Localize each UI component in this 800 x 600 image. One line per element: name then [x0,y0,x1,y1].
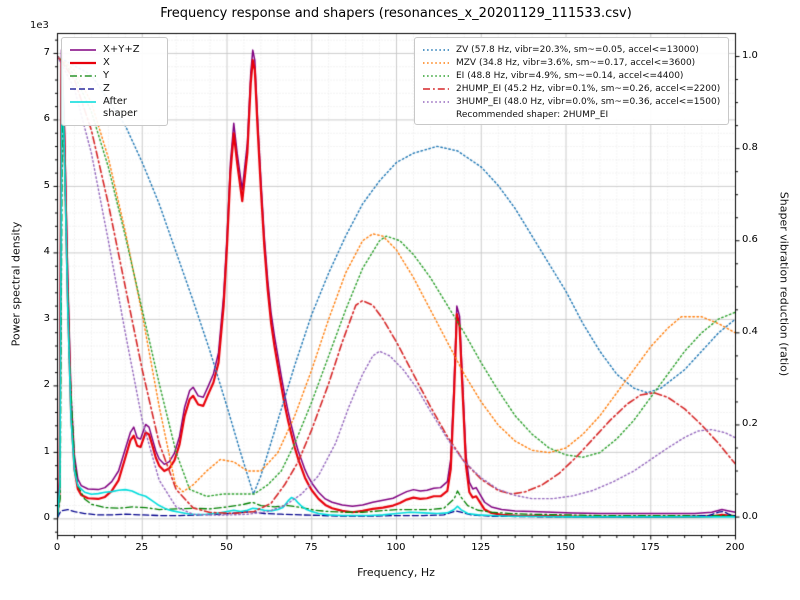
legend-shapers: ZV (57.8 Hz, vibr=20.3%, sm~=0.05, accel… [414,37,730,125]
tick-label: 150 [555,542,576,553]
tick-label: 75 [304,542,318,553]
tick-label: 0 [53,542,61,553]
legend-item-label: Y [103,70,110,81]
tick-label: 0.0 [742,510,758,522]
legend-item-shaper-ei: EI (48.8 Hz, vibr=4.9%, sm~=0.14, accel<… [422,70,720,82]
legend-item-label: X+Y+Z [103,44,140,55]
legend-line-sample [70,75,96,77]
tick-label: 25 [135,542,149,553]
legend-item-label: After shaper [103,96,138,119]
legend-line-sample [70,61,96,65]
legend-line-sample [423,88,449,90]
legend-psd: X+Y+Z X Y Z After shaper [61,37,168,126]
tick-label: 3 [43,312,50,324]
legend-item-shaper-mzv: MZV (34.8 Hz, vibr=3.6%, sm~=0.17, accel… [422,57,720,69]
tick-label: 0 [43,512,50,524]
tick-label: 0.8 [742,142,758,154]
chart-title: Frequency response and shapers (resonanc… [160,6,632,21]
legend-line-sample [423,75,449,77]
legend-item-xyz-sum: X+Y+Z [69,44,159,56]
legend-line-sample [423,49,449,51]
recommended-shaper-note: Recommended shaper: 2HUMP_EI [456,110,609,120]
tick-label: 50 [220,542,233,553]
tick-label: 7 [43,46,50,58]
legend-item-label: 2HUMP_EI (45.2 Hz, vibr=0.1%, sm~=0.26, … [456,84,721,94]
tick-label: 2 [43,379,50,391]
legend-item-after-shaper: After shaper [69,96,159,120]
tick-label: 0.2 [742,418,758,430]
tick-label: 175 [640,542,660,553]
legend-line-sample [423,62,449,64]
legend-item-label: ZV (57.8 Hz, vibr=20.3%, sm~=0.05, accel… [456,45,699,55]
tick-label: 1 [43,445,50,457]
x-axis-label: Frequency, Hz [357,566,435,579]
tick-label: 125 [471,542,491,553]
legend-item-label: 3HUMP_EI (48.0 Hz, vibr=0.0%, sm~=0.36, … [456,97,721,107]
legend-line-sample [70,88,96,90]
y-axis-left-label: Power spectral density [9,221,23,347]
legend-item-label: X [103,57,110,68]
legend-item-label: Z [103,83,110,94]
legend-item-label: EI (48.8 Hz, vibr=4.9%, sm~=0.14, accel<… [456,71,684,81]
legend-item-label: MZV (34.8 Hz, vibr=3.6%, sm~=0.17, accel… [456,58,696,68]
legend-item-z: Z [69,83,159,95]
tick-label: 5 [43,179,50,191]
legend-item-shaper-3hump-ei: 3HUMP_EI (48.0 Hz, vibr=0.0%, sm~=0.36, … [422,96,720,108]
tick-label: 100 [386,542,406,553]
tick-label: 6 [43,113,50,125]
y-axis-offset-label: 1e3 [30,20,49,31]
legend-line-sample [70,101,96,103]
tick-label: 1.0 [742,50,758,62]
tick-label: 0.4 [742,326,758,338]
legend-line-sample [423,101,449,103]
legend-line-sample [70,49,96,51]
legend-item-x: X [69,57,159,69]
tick-label: 0.6 [742,234,758,246]
tick-label: 4 [43,246,50,258]
y-axis-right-label: Shaper vibration reduction (ratio) [777,191,791,377]
tick-label: 200 [725,542,745,553]
legend-item-y: Y [69,70,159,82]
legend-item-shaper-zv: ZV (57.8 Hz, vibr=20.3%, sm~=0.05, accel… [422,44,720,56]
legend-item-shaper-2hump-ei: 2HUMP_EI (45.2 Hz, vibr=0.1%, sm~=0.26, … [422,83,720,95]
